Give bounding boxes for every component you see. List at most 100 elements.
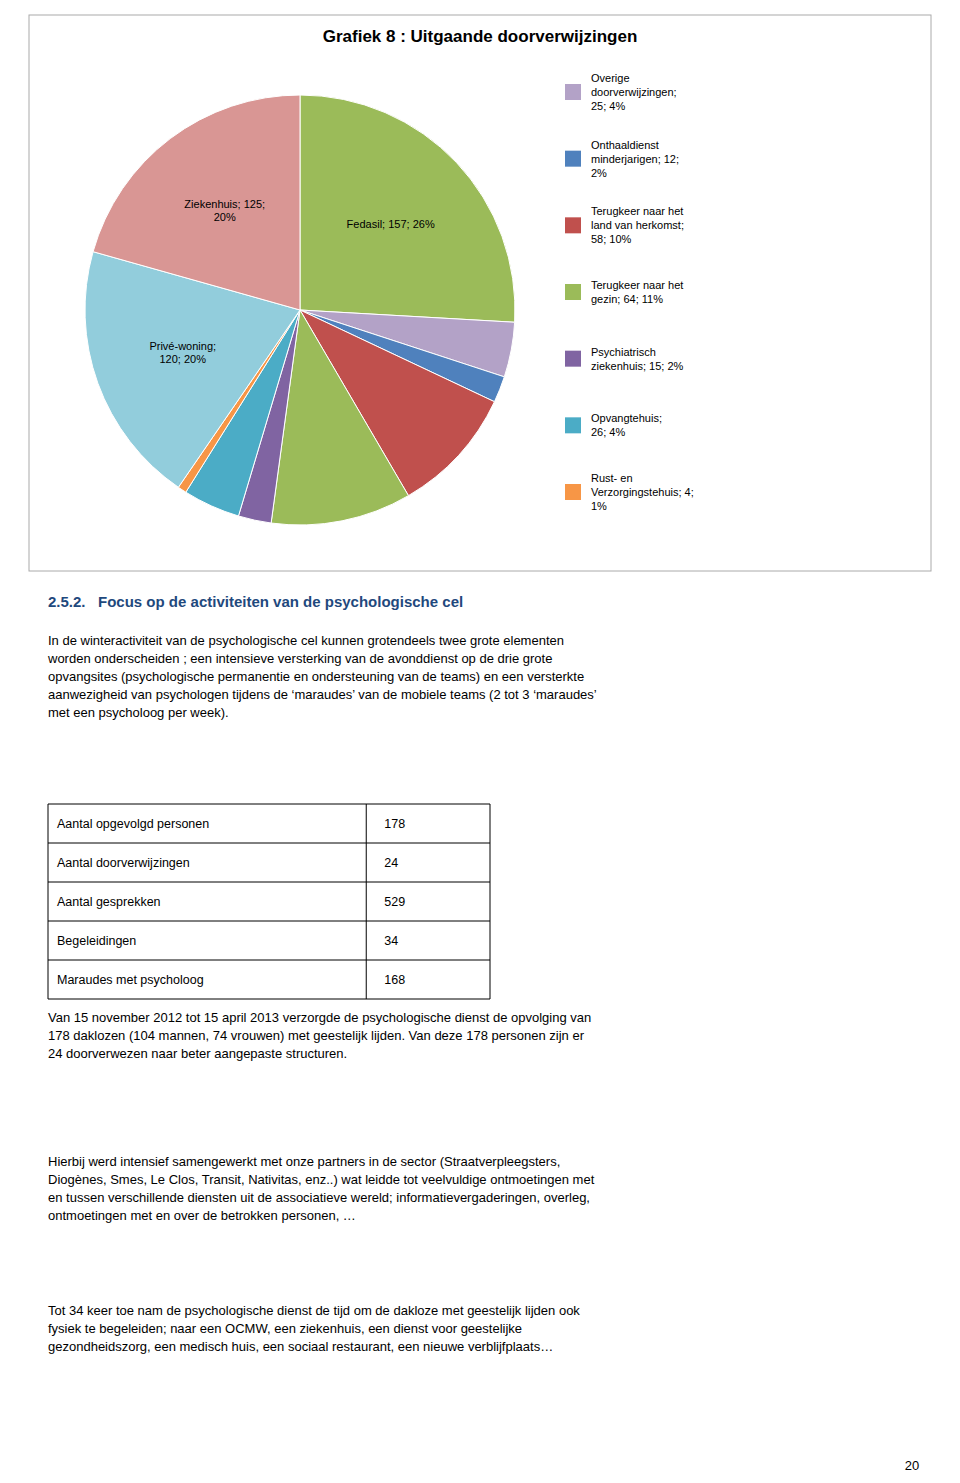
- text-line: worden onderscheiden ; een intensieve ve…: [47, 651, 552, 666]
- table-cell: Aantal opgevolgd personen: [57, 817, 209, 831]
- slice-label: Ziekenhuis; 125;20%: [184, 198, 265, 223]
- table-rule: [366, 843, 367, 882]
- table-rule: [366, 804, 367, 843]
- table-rule: [48, 882, 49, 921]
- text-line: doorverwijzingen;: [591, 86, 677, 98]
- text-line: gezin; 64; 11%: [591, 293, 663, 305]
- table-cell: Maraudes met psycholoog: [57, 973, 204, 987]
- table-rule: [48, 804, 49, 843]
- text-line: Overige: [591, 72, 630, 84]
- text-line: land van herkomst;: [591, 219, 684, 231]
- text-line: Hierbij werd intensief samengewerkt met …: [48, 1154, 560, 1169]
- slice-label: Privé-woning;120; 20%: [149, 340, 216, 365]
- table-rule: [490, 921, 491, 960]
- legend-label: Psychiatrisch ziekenhuis; 15; 2%: [591, 346, 684, 372]
- text-line: Tot 34 keer toe nam de psychologische di…: [48, 1303, 580, 1318]
- pie-labels: Fedasil; 157; 26% Privé-woning;120; 20% Zi…: [149, 198, 434, 365]
- legend-label: Onthaaldienst minderjarigen; 12; 2%: [591, 139, 679, 179]
- text-line: ontmoetingen met en over de betrokken pe…: [48, 1208, 356, 1223]
- table-cell: 178: [384, 817, 405, 831]
- table-rule: [48, 999, 490, 1000]
- table-rule: [48, 882, 490, 883]
- table-rule: [490, 882, 491, 921]
- text-line: 24 doorverwezen naar beter aangepaste st…: [48, 1046, 347, 1061]
- table-rule: [366, 960, 367, 999]
- text-line: In de winteractiviteit van de psychologi…: [48, 633, 564, 648]
- legend-swatch: [565, 484, 581, 500]
- text-line: Van 15 november 2012 tot 15 april 2013 v…: [48, 1010, 591, 1025]
- pie-slice: [93, 95, 300, 310]
- table-cell: Aantal gesprekken: [57, 895, 161, 909]
- legend-label: Overige doorverwijzingen; 25; 4%: [591, 72, 677, 112]
- body-text: Hierbij werd intensief samengewerkt met …: [48, 1154, 595, 1223]
- legend-swatch: [565, 417, 581, 433]
- legend-label: Opvangtehuis; 26; 4%: [591, 412, 662, 438]
- table-rule: [48, 960, 490, 961]
- text-line: 2%: [591, 167, 607, 179]
- text-line: Fedasil; 157; 26%: [347, 218, 435, 230]
- table-cell: 168: [384, 973, 405, 987]
- text-line: Verzorgingstehuis; 4;: [591, 486, 694, 498]
- text-line: 25; 4%: [591, 100, 625, 112]
- table-rule: [490, 843, 491, 882]
- text-line: Opvangtehuis;: [591, 412, 662, 424]
- table-cell: Aantal doorverwijzingen: [57, 856, 190, 870]
- table-cell: 34: [384, 934, 398, 948]
- text-line: Rust- en: [591, 472, 633, 484]
- legend-swatch: [565, 284, 581, 300]
- pie: [85, 95, 515, 525]
- text-line: 120; 20%: [160, 353, 207, 365]
- table-cell: 24: [384, 856, 398, 870]
- table-rule: [366, 882, 367, 921]
- legend: Overige doorverwijzingen; 25; 4% Onthaaldie…: [565, 72, 694, 512]
- table-cell: 529: [384, 895, 405, 909]
- table-cell: Begeleidingen: [57, 934, 136, 948]
- legend-swatch: [565, 217, 581, 233]
- table-rule: [48, 921, 490, 922]
- text-line: en tussen verschillende diensten uit de …: [48, 1190, 590, 1205]
- slice-label: Fedasil; 157; 26%: [347, 218, 435, 230]
- text-line: Terugkeer naar het: [591, 205, 683, 217]
- section-title: 2.5.2. Focus op de activiteiten van de p…: [48, 593, 463, 610]
- legend-label: Rust- en Verzorgingstehuis; 4; 1%: [591, 472, 694, 512]
- body-text: Van 15 november 2012 tot 15 april 2013 v…: [48, 1010, 591, 1061]
- page-number: 20: [905, 1458, 919, 1473]
- table: Aantal opgevolgd personen 178 Aantal doorv…: [48, 804, 490, 999]
- table-rule: [490, 804, 491, 843]
- text-line: Diogènes, Smes, Le Clos, Transit, Nativi…: [48, 1172, 595, 1187]
- body-text: In de winteractiviteit van de psychologi…: [47, 633, 597, 720]
- text-line: 26; 4%: [591, 426, 625, 438]
- text-line: Privé-woning;: [149, 340, 216, 352]
- pie-slice: [300, 95, 515, 322]
- text-line: minderjarigen; 12;: [591, 153, 679, 165]
- legend-label: Terugkeer naar het gezin; 64; 11%: [591, 279, 683, 305]
- text-line: ziekenhuis; 15; 2%: [591, 360, 684, 372]
- text-line: fysiek te begeleiden; naar een OCMW, een…: [48, 1321, 522, 1336]
- text-line: opvangsites (psychologische permanentie …: [48, 669, 584, 684]
- chart-title: Grafiek 8 : Uitgaande doorverwijzingen: [323, 27, 638, 46]
- chart-border: [29, 15, 931, 571]
- legend-swatch: [565, 351, 581, 367]
- text-line: Psychiatrisch: [591, 346, 656, 358]
- table-rule: [48, 921, 49, 960]
- legend-swatch: [565, 84, 581, 100]
- text-line: gezondheidszorg, een medisch huis, een s…: [48, 1339, 553, 1354]
- text-line: Terugkeer naar het: [591, 279, 683, 291]
- text-line: aanwezigheid van psychologen tijdens de …: [48, 687, 597, 702]
- text-line: 58; 10%: [591, 233, 632, 245]
- text-line: 1%: [591, 500, 607, 512]
- table-rule: [48, 843, 49, 882]
- text-line: Onthaaldienst: [591, 139, 659, 151]
- legend-label: Terugkeer naar het land van herkomst; 58; …: [591, 205, 684, 245]
- body-text: Tot 34 keer toe nam de psychologische di…: [48, 1303, 580, 1354]
- table-rule: [48, 843, 490, 844]
- text-line: Ziekenhuis; 125;: [184, 198, 265, 210]
- text-line: met een psycholoog per week).: [48, 705, 229, 720]
- page: Grafiek 8 : Uitgaande doorverwijzingen Fe…: [0, 0, 960, 1483]
- table-rule: [48, 960, 49, 999]
- text-line: 20%: [214, 211, 236, 223]
- text-line: 178 daklozen (104 mannen, 74 vrouwen) me…: [48, 1028, 585, 1043]
- table-rule: [490, 960, 491, 999]
- table-rule: [366, 921, 367, 960]
- legend-swatch: [565, 151, 581, 167]
